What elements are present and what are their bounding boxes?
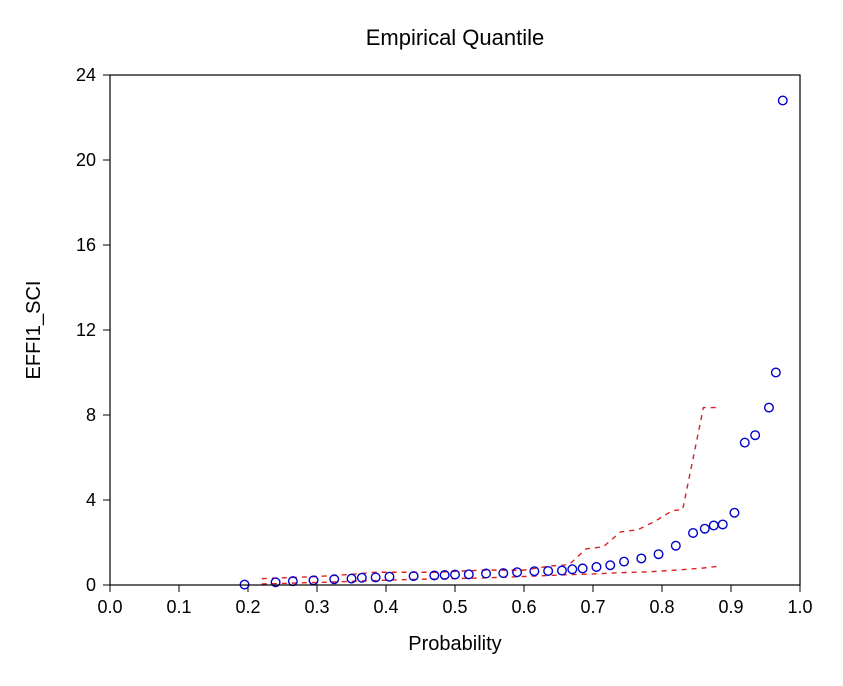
svg-text:16: 16 (76, 235, 96, 255)
chart-title: Empirical Quantile (366, 25, 545, 50)
svg-text:8: 8 (86, 405, 96, 425)
svg-text:0.7: 0.7 (580, 597, 605, 617)
x-axis-label: Probability (408, 633, 501, 655)
svg-text:20: 20 (76, 150, 96, 170)
quantile-chart: Empirical Quantile 0.0 0.1 0.2 0.3 0.4 0.5 0.6 0… (0, 0, 843, 686)
svg-text:0.3: 0.3 (304, 597, 329, 617)
svg-text:24: 24 (76, 65, 96, 85)
svg-text:0.9: 0.9 (718, 597, 743, 617)
svg-text:0.0: 0.0 (97, 597, 122, 617)
svg-text:0.2: 0.2 (235, 597, 260, 617)
svg-text:1.0: 1.0 (787, 597, 812, 617)
svg-text:0.4: 0.4 (373, 597, 398, 617)
svg-text:0: 0 (86, 575, 96, 595)
svg-text:0.1: 0.1 (166, 597, 191, 617)
svg-text:0.8: 0.8 (649, 597, 674, 617)
svg-text:0.5: 0.5 (442, 597, 467, 617)
svg-text:12: 12 (76, 320, 96, 340)
svg-text:4: 4 (86, 490, 96, 510)
y-axis-label: EFFI1_SCI (23, 281, 45, 380)
svg-text:0.6: 0.6 (511, 597, 536, 617)
chart-svg: Empirical Quantile 0.0 0.1 0.2 0.3 0.4 0.5 0.6 0… (0, 0, 843, 686)
